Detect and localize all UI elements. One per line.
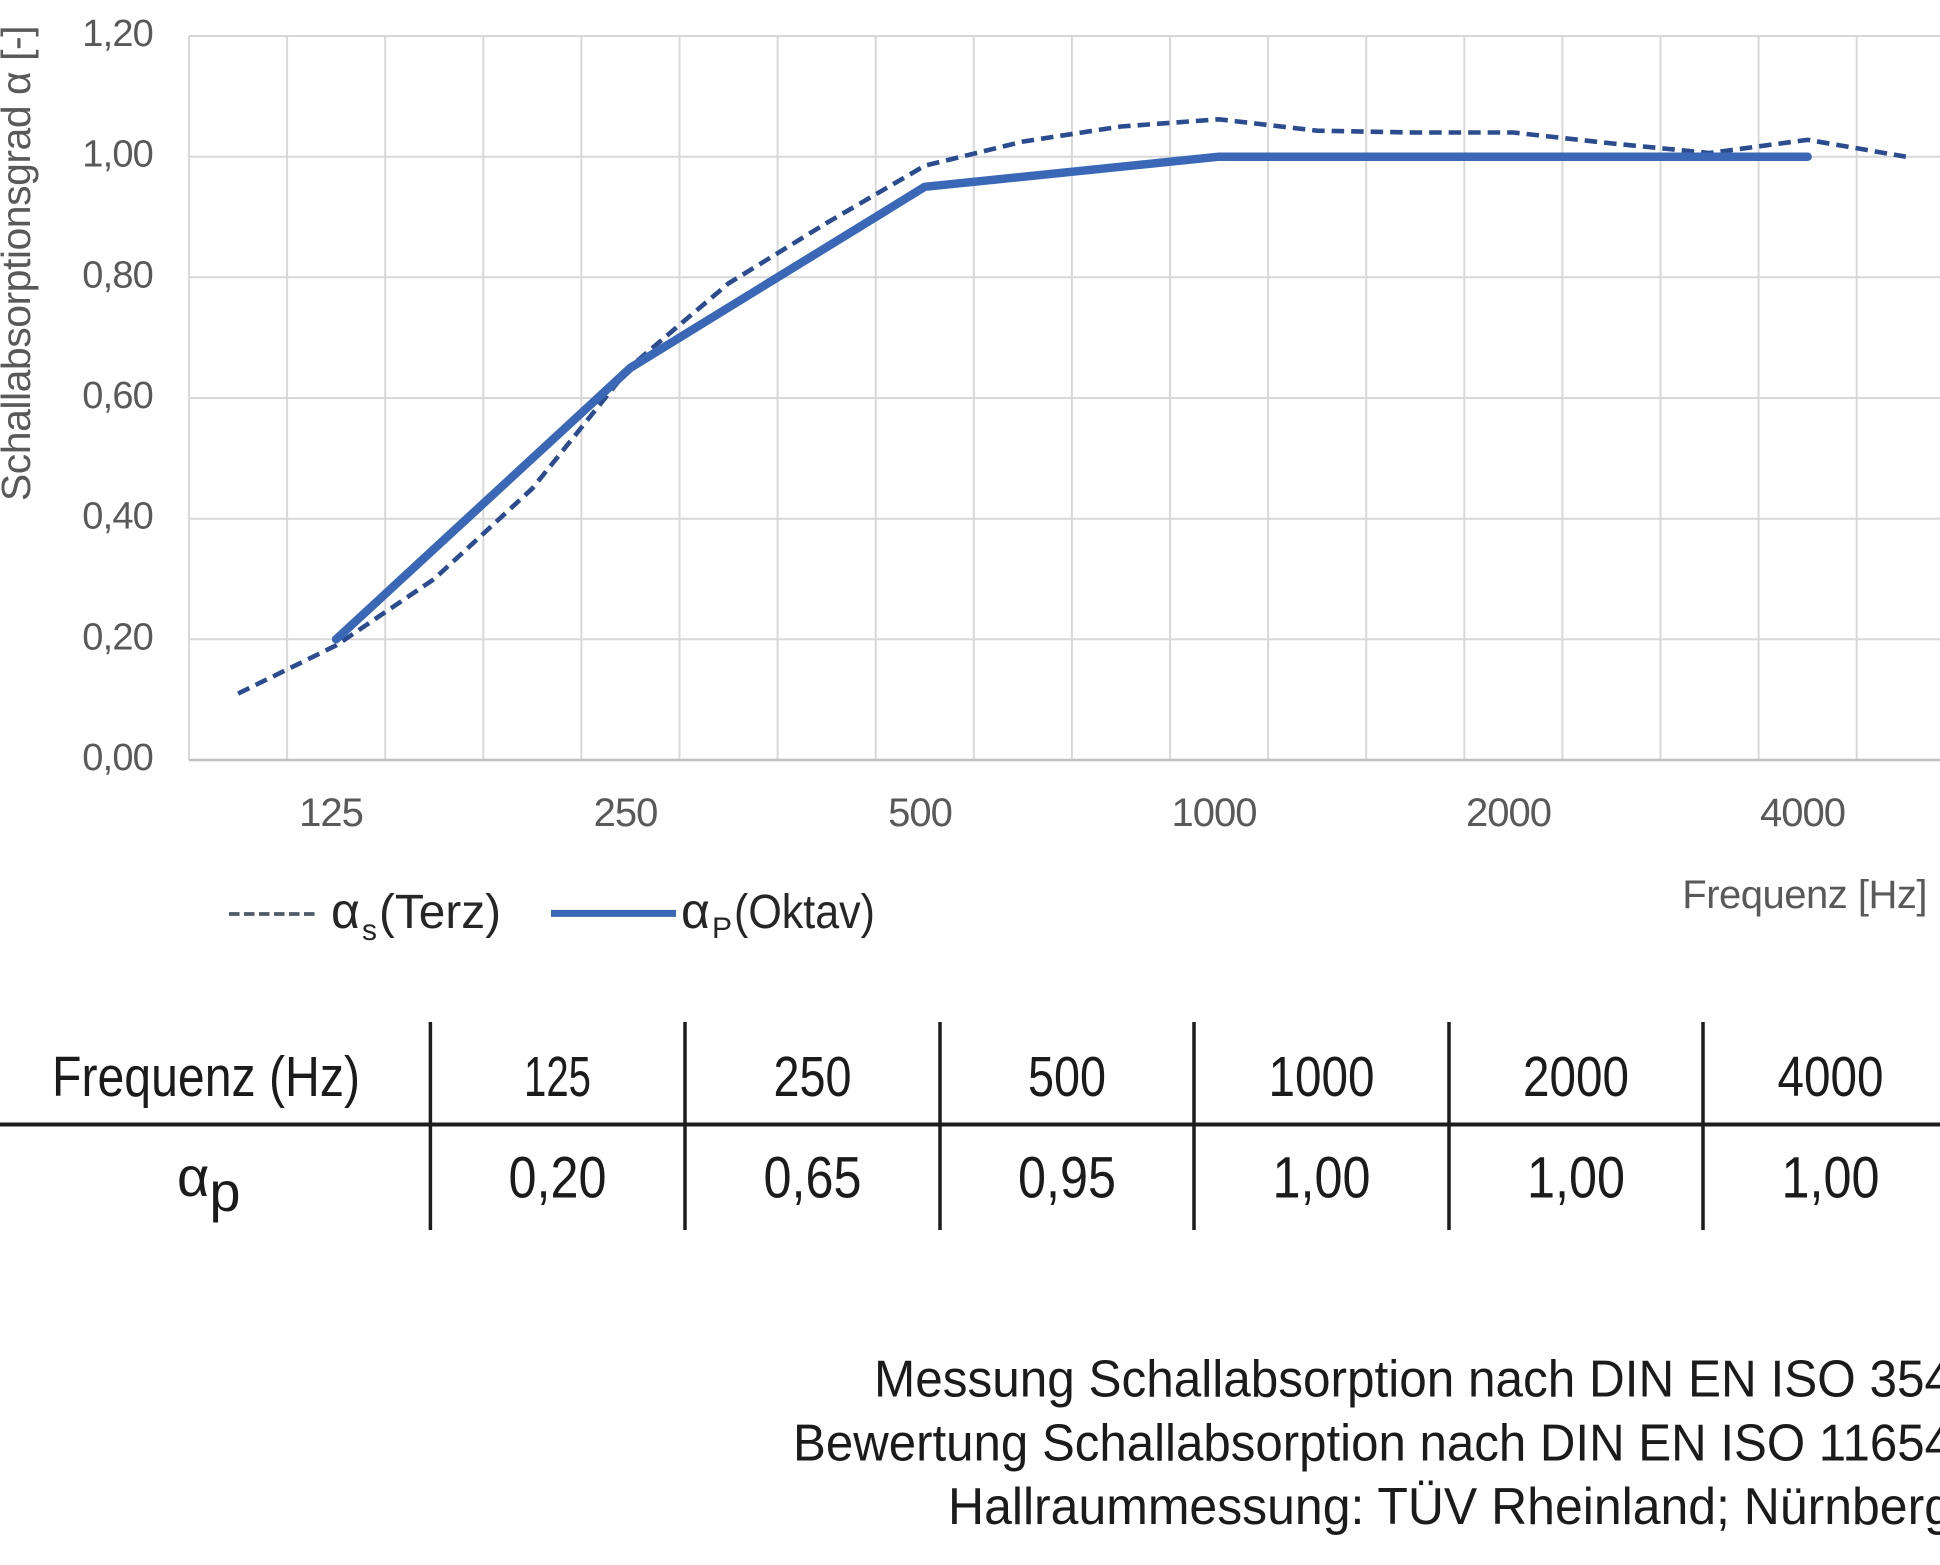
svg-text:1,20: 1,20 — [82, 13, 153, 55]
svg-text:αp: αp — [177, 1145, 241, 1223]
svg-text:250: 250 — [594, 791, 658, 835]
svg-text:0,20: 0,20 — [82, 616, 153, 658]
svg-text:(Terz): (Terz) — [379, 886, 501, 939]
svg-text:(Oktav): (Oktav) — [734, 886, 875, 939]
svg-text:1000: 1000 — [1269, 1045, 1375, 1109]
svg-text:125: 125 — [299, 791, 363, 835]
svg-text:α: α — [331, 883, 360, 939]
svg-text:0,40: 0,40 — [82, 496, 153, 538]
svg-text:1,00: 1,00 — [1527, 1146, 1625, 1211]
svg-text:0,00: 0,00 — [82, 737, 153, 779]
svg-text:0,80: 0,80 — [82, 254, 153, 296]
svg-text:1,00: 1,00 — [1273, 1146, 1371, 1211]
svg-text:4000: 4000 — [1778, 1045, 1884, 1109]
svg-text:0,95: 0,95 — [1018, 1146, 1116, 1211]
svg-text:4000: 4000 — [1760, 791, 1845, 835]
svg-text:Frequenz [Hz]: Frequenz [Hz] — [1682, 873, 1927, 917]
svg-text:Bewertung Schallabsorption nac: Bewertung Schallabsorption nach DIN EN I… — [793, 1415, 1940, 1473]
svg-text:Hallraummessung: TÜV Rheinland: Hallraummessung: TÜV Rheinland; Nürnberg — [948, 1478, 1940, 1536]
svg-text:2000: 2000 — [1523, 1045, 1629, 1109]
svg-text:1000: 1000 — [1172, 791, 1257, 835]
svg-text:P: P — [712, 912, 732, 945]
svg-text:Schallabsorptionsgrad α [-]: Schallabsorptionsgrad α [-] — [0, 26, 39, 501]
svg-text:250: 250 — [774, 1045, 852, 1109]
svg-text:α: α — [681, 883, 710, 939]
svg-text:125: 125 — [524, 1045, 591, 1109]
svg-text:1,00: 1,00 — [82, 134, 153, 176]
svg-text:Messung Schallabsorption nach: Messung Schallabsorption nach DIN EN ISO… — [874, 1351, 1940, 1409]
svg-text:500: 500 — [888, 791, 952, 835]
svg-text:0,20: 0,20 — [509, 1146, 607, 1211]
svg-text:s: s — [362, 914, 377, 947]
svg-text:500: 500 — [1028, 1045, 1106, 1109]
svg-text:Frequenz (Hz): Frequenz (Hz) — [52, 1045, 360, 1109]
svg-text:0,65: 0,65 — [764, 1146, 862, 1211]
svg-text:0,60: 0,60 — [82, 375, 153, 417]
svg-text:2000: 2000 — [1466, 791, 1551, 835]
svg-text:1,00: 1,00 — [1782, 1146, 1880, 1211]
